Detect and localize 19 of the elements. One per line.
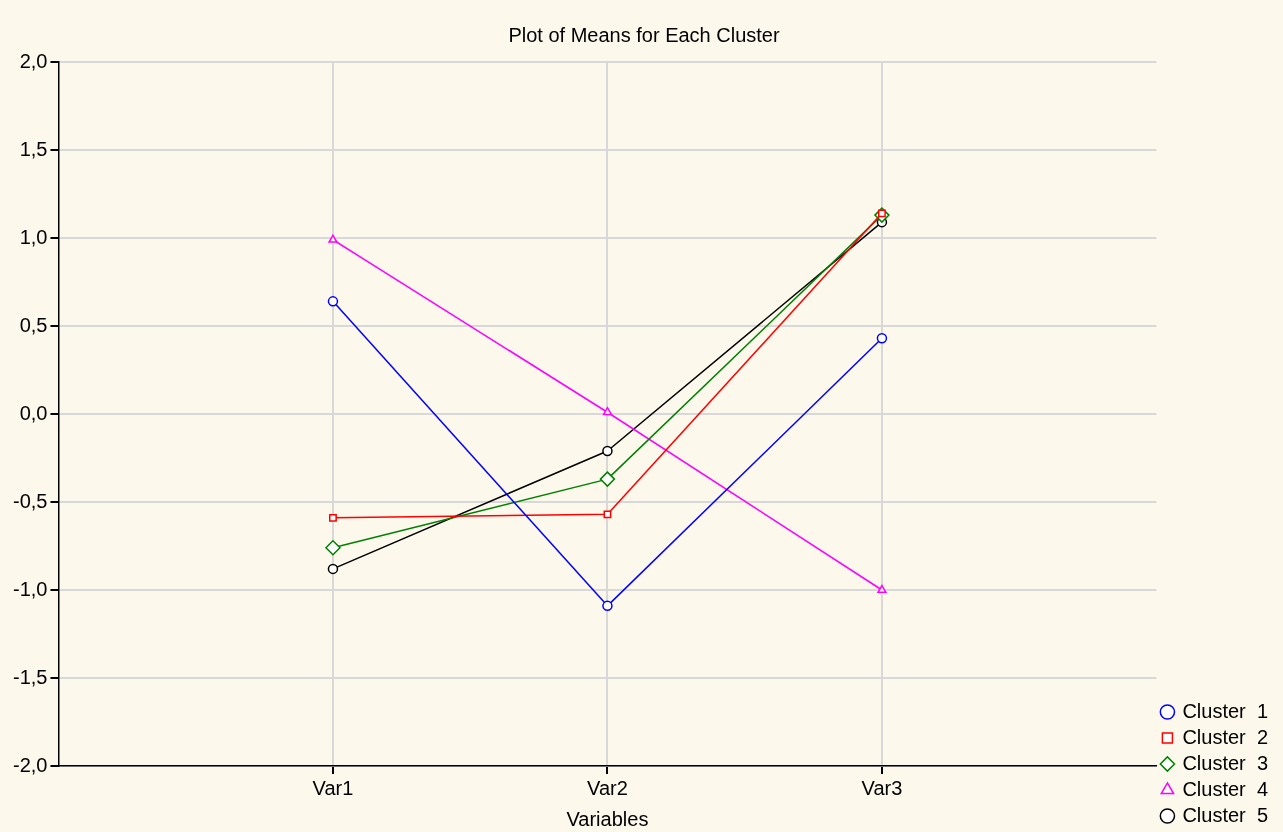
y-tick-label: 0,0 [19,401,48,424]
y-tick-label: -1,5 [12,665,48,688]
y-tick-label: -1,0 [12,577,48,600]
y-tick-label: 1,5 [19,137,48,160]
x-axis-title: Variables [566,807,649,830]
y-tick-label: 1,0 [19,225,48,248]
legend-label: Cluster 2 [1182,725,1269,748]
legend-label: Cluster 5 [1182,803,1269,826]
chart-title: Plot of Means for Each Cluster [508,23,780,46]
legend-label: Cluster 4 [1182,777,1269,800]
legend-label: Cluster 3 [1182,751,1269,774]
x-tick-label: Var1 [312,776,354,799]
y-tick-label: -2,0 [12,753,48,776]
y-tick-label: 2,0 [19,49,48,72]
y-tick-label: 0,5 [19,313,48,336]
x-tick-label: Var3 [861,776,903,799]
legend-label: Cluster 1 [1182,699,1269,722]
y-tick-label: -0,5 [12,489,48,512]
x-tick-label: Var2 [587,776,628,799]
